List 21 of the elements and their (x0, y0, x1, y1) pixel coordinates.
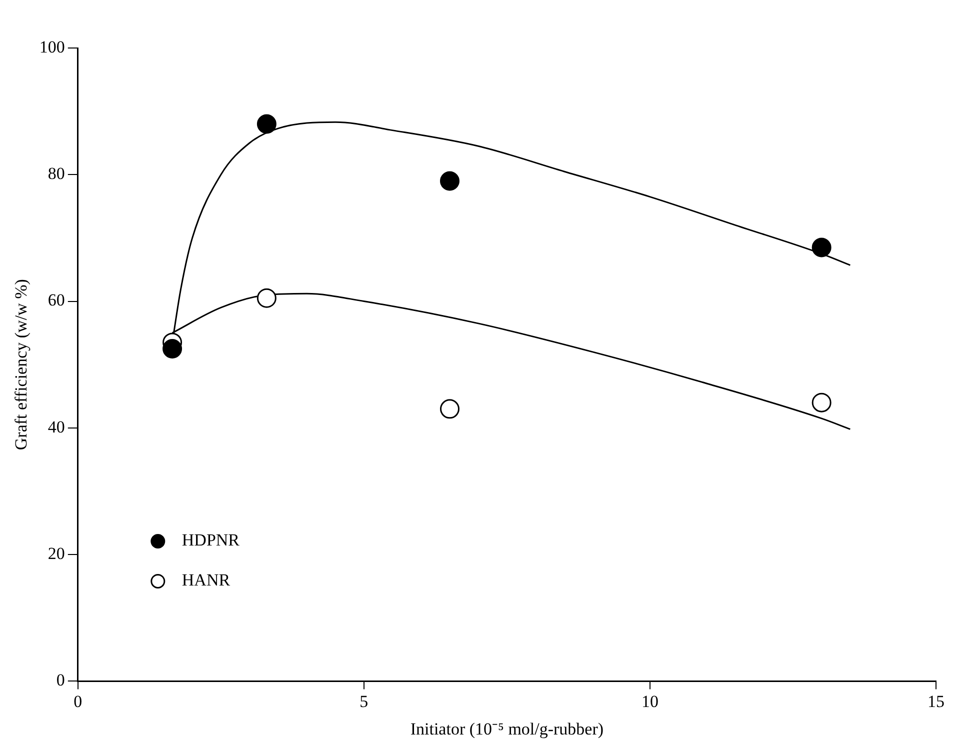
legend-label: HDPNR (182, 530, 240, 550)
x-tick-label: 10 (641, 692, 658, 711)
point (256, 114, 276, 134)
point (162, 339, 182, 359)
point (812, 392, 832, 412)
y-tick-label: 100 (39, 37, 65, 56)
legend-label: HANR (182, 570, 231, 590)
y-axis-title: Graft efficiency (w/w %) (12, 279, 31, 450)
y-tick-label: 40 (48, 417, 65, 436)
y-tick-label: 80 (48, 164, 65, 184)
x-axis-title: Initiator (10⁻⁵ mol/g-rubber) (410, 719, 604, 738)
x-tick-label: 0 (74, 692, 82, 711)
y-tick-label: 60 (48, 290, 65, 310)
y-tick-label: 20 (48, 544, 65, 564)
point (440, 399, 460, 419)
x-tick-label: 15 (928, 692, 944, 711)
point (440, 171, 460, 191)
point (812, 238, 832, 258)
point (256, 288, 276, 308)
x-tick-label: 5 (360, 692, 368, 711)
y-tick-label: 0 (56, 670, 65, 690)
